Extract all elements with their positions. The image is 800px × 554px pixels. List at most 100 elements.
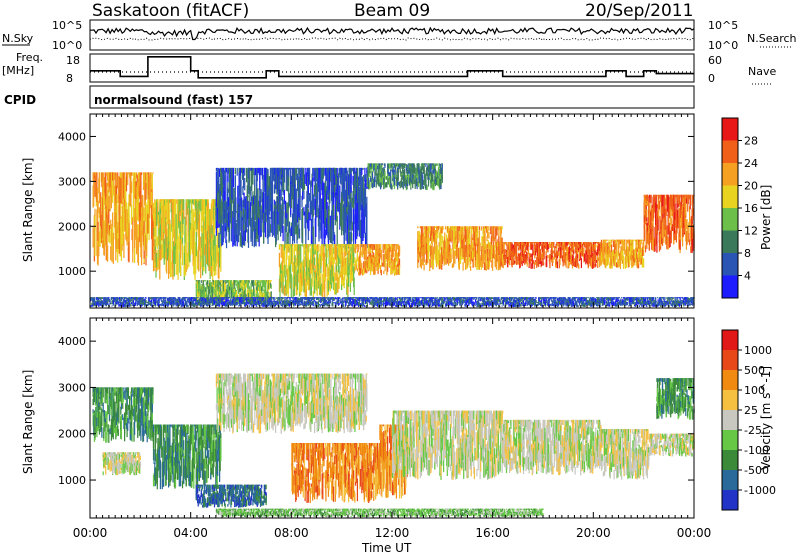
data-cell bbox=[318, 204, 320, 233]
data-cell bbox=[166, 245, 168, 274]
data-cell bbox=[595, 263, 597, 267]
data-cell bbox=[193, 256, 195, 275]
data-cell bbox=[166, 237, 169, 261]
data-cell bbox=[238, 187, 240, 205]
data-cell bbox=[282, 270, 284, 281]
data-cell bbox=[578, 250, 581, 260]
data-cell bbox=[287, 244, 289, 253]
data-cell bbox=[301, 167, 303, 184]
data-cell bbox=[300, 272, 302, 282]
data-cell bbox=[94, 172, 96, 197]
data-cell bbox=[208, 208, 210, 240]
data-cell bbox=[291, 244, 293, 248]
data-cell bbox=[343, 209, 345, 244]
data-cell bbox=[144, 181, 146, 205]
data-cell bbox=[207, 210, 209, 231]
data-cell bbox=[256, 282, 258, 291]
data-cell bbox=[247, 200, 249, 228]
data-cell bbox=[229, 280, 231, 286]
data-cell bbox=[321, 167, 323, 184]
data-cell bbox=[118, 198, 121, 242]
data-cell bbox=[193, 212, 195, 223]
data-cell bbox=[315, 186, 317, 210]
data-cell bbox=[108, 223, 110, 243]
data-cell bbox=[199, 286, 201, 292]
data-cell bbox=[312, 177, 314, 206]
data-cell bbox=[244, 177, 246, 191]
data-cell bbox=[312, 263, 314, 270]
data-cell bbox=[565, 256, 567, 268]
data-cell bbox=[198, 199, 200, 202]
data-region bbox=[92, 172, 154, 266]
data-cell bbox=[199, 199, 201, 212]
data-cell bbox=[207, 280, 209, 288]
data-cell bbox=[321, 180, 323, 196]
data-cell bbox=[267, 292, 269, 302]
data-cell bbox=[247, 293, 250, 299]
data-cell bbox=[233, 280, 235, 289]
data-cell bbox=[331, 194, 333, 220]
data-cell bbox=[213, 245, 216, 276]
data-cell bbox=[285, 256, 287, 275]
data-cell bbox=[295, 257, 297, 275]
data-cell bbox=[258, 200, 260, 223]
data-cell bbox=[324, 229, 326, 239]
data-cell bbox=[317, 178, 319, 204]
cpid-label: CPID bbox=[4, 93, 36, 107]
data-cell bbox=[138, 180, 140, 197]
data-cell bbox=[295, 270, 297, 282]
data-cell bbox=[304, 278, 306, 297]
data-cell bbox=[98, 231, 100, 257]
data-cell bbox=[128, 228, 130, 263]
data-cell bbox=[183, 209, 185, 219]
data-cell bbox=[345, 167, 347, 174]
data-cell bbox=[183, 264, 185, 277]
data-cell bbox=[247, 167, 250, 179]
data-cell bbox=[383, 270, 385, 274]
data-cell bbox=[327, 179, 330, 189]
data-cell bbox=[179, 245, 181, 273]
data-cell bbox=[101, 172, 103, 188]
data-cell bbox=[371, 182, 374, 189]
data-cell bbox=[202, 209, 204, 239]
data-cell bbox=[332, 215, 335, 241]
data-cell bbox=[285, 244, 287, 248]
data-cell bbox=[227, 289, 229, 298]
data-cell bbox=[475, 242, 477, 261]
data-cell bbox=[390, 244, 392, 251]
data-cell bbox=[376, 163, 378, 165]
nsearch-tick-top: 10^5 bbox=[708, 19, 738, 32]
data-cell bbox=[222, 284, 224, 293]
data-cell bbox=[339, 185, 341, 196]
data-cell bbox=[185, 220, 187, 257]
data-cell bbox=[665, 208, 667, 230]
data-cell bbox=[345, 167, 347, 170]
data-cell bbox=[274, 178, 276, 194]
data-cell bbox=[539, 248, 542, 255]
data-cell bbox=[193, 220, 196, 239]
data-cell bbox=[687, 203, 689, 212]
data-cell bbox=[532, 250, 535, 255]
data-cell bbox=[390, 265, 392, 275]
data-cell bbox=[270, 284, 272, 289]
data-cell bbox=[313, 194, 315, 210]
data-cell bbox=[280, 181, 282, 201]
data-cell bbox=[174, 205, 177, 231]
data-cell bbox=[636, 248, 638, 253]
data-cell bbox=[277, 211, 279, 225]
data-cell bbox=[323, 182, 325, 211]
data-cell bbox=[229, 208, 231, 241]
data-cell bbox=[451, 230, 453, 241]
data-cell bbox=[678, 208, 680, 224]
data-cell bbox=[351, 211, 353, 224]
data-cell bbox=[641, 256, 644, 268]
nsky-tick-top: 10^5 bbox=[52, 19, 82, 32]
data-cell bbox=[101, 196, 103, 215]
beam-title: Beam 09 bbox=[354, 1, 430, 21]
data-cell bbox=[533, 262, 535, 269]
data-cell bbox=[98, 172, 101, 204]
data-cell bbox=[342, 172, 345, 202]
data-cell bbox=[154, 258, 156, 268]
data-cell bbox=[213, 199, 216, 208]
data-cell bbox=[368, 173, 370, 178]
